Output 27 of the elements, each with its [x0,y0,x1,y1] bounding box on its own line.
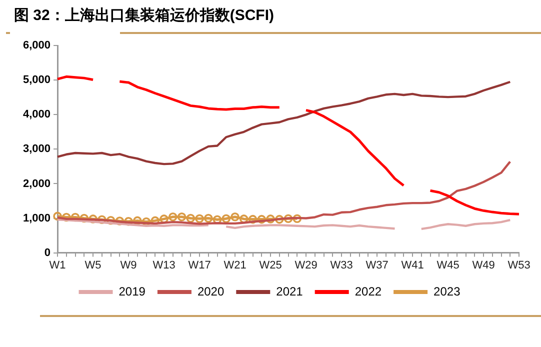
y-tick-label: 4,000 [22,108,51,121]
x-tick-label: W41 [401,259,424,272]
x-tick-label: W21 [224,259,246,272]
legend-label: 2021 [276,284,304,298]
x-tick-label: W49 [472,259,495,272]
legend-label: 2022 [354,284,382,298]
legend-label: 2023 [434,284,461,298]
x-tick-label: W37 [366,259,388,272]
x-tick-label: W17 [188,259,211,272]
y-tick-label: 0 [44,246,51,259]
x-tick-label: W45 [436,259,460,272]
x-tick-label: W13 [152,259,176,272]
x-tick-label: W25 [259,259,282,272]
x-tick-label: W53 [508,259,530,272]
legend-label: 2020 [197,284,224,298]
x-tick-label: W1 [49,259,66,272]
chart-title: 图 32：上海出口集装箱运价指数(SCFI) [14,6,274,25]
y-tick-label: 3,000 [22,143,51,156]
x-tick-label: W5 [84,259,102,272]
x-tick-label: W33 [330,259,353,272]
y-tick-label: 6,000 [22,40,51,52]
y-tick-label: 2,000 [22,178,51,190]
legend-label: 2019 [118,284,146,298]
y-tick-label: 1,000 [22,212,51,224]
y-tick-label: 5,000 [22,74,51,86]
x-tick-label: W9 [120,259,137,272]
x-tick-label: W29 [294,259,318,272]
